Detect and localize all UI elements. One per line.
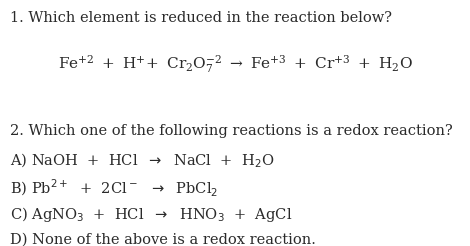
Text: B) Pb$^{2+}$  +  2Cl$^-$  $\rightarrow$  PbCl$_2$: B) Pb$^{2+}$ + 2Cl$^-$ $\rightarrow$ PbC…	[10, 178, 219, 200]
Text: D) None of the above is a redox reaction.: D) None of the above is a redox reaction…	[10, 232, 316, 246]
Text: $\mathregular{Fe^{+2}\ +\ H^{+}\! +\ Cr_2O_7^{-2}\ \rightarrow\ Fe^{+3}\ +\ Cr^{: $\mathregular{Fe^{+2}\ +\ H^{+}\! +\ Cr_…	[57, 53, 413, 75]
Text: 2. Which one of the following reactions is a redox reaction?: 2. Which one of the following reactions …	[10, 124, 453, 138]
Text: A) NaOH  +  HCl  $\rightarrow$  NaCl  +  H$_2$O: A) NaOH + HCl $\rightarrow$ NaCl + H$_2$…	[10, 151, 275, 170]
Text: C) AgNO$_3$  +  HCl  $\rightarrow$  HNO$_3$  +  AgCl: C) AgNO$_3$ + HCl $\rightarrow$ HNO$_3$ …	[10, 205, 293, 224]
Text: 1. Which element is reduced in the reaction below?: 1. Which element is reduced in the react…	[10, 11, 392, 25]
